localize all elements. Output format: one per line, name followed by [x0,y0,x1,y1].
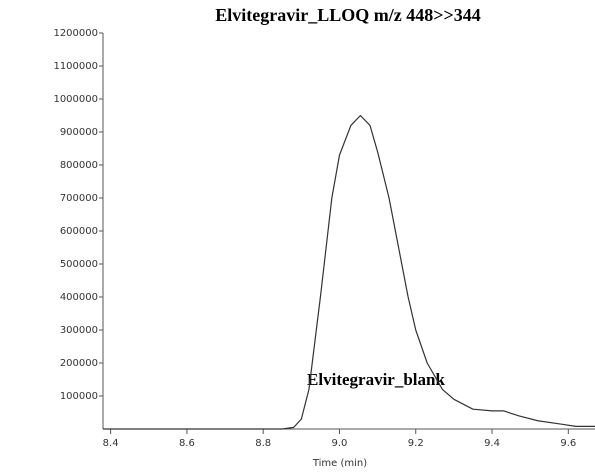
x-tick-label: 8.8 [255,438,271,449]
x-axis-title: Time (min) [312,458,367,469]
y-tick-label: 500000 [60,259,98,270]
x-tick-label: 9.4 [484,438,500,449]
y-tick-label: 1200000 [53,28,98,39]
x-tick-label: 9.2 [408,438,424,449]
annotation: Elvitegravir_blank [307,370,445,389]
y-tick-label: 400000 [60,292,98,303]
y-tick-label: 700000 [60,193,98,204]
y-tick-label: 800000 [60,160,98,171]
trace-line [103,114,595,430]
y-tick-label: 1000000 [53,94,98,105]
x-tick-label: 8.6 [179,438,195,449]
y-tick-label: 300000 [60,325,98,336]
chart-title: Elvitegravir_LLOQ m/z 448>>344 [215,5,480,25]
x-tick-label: 9.6 [560,438,576,449]
x-tick-label: 9.0 [332,438,348,449]
y-tick-label: 200000 [60,358,98,369]
y-tick-label: 900000 [60,127,98,138]
y-tick-label: 100000 [60,391,98,402]
y-tick-label: 1100000 [53,61,98,72]
y-tick-label: 600000 [60,226,98,237]
x-tick-label: 8.4 [103,438,119,449]
